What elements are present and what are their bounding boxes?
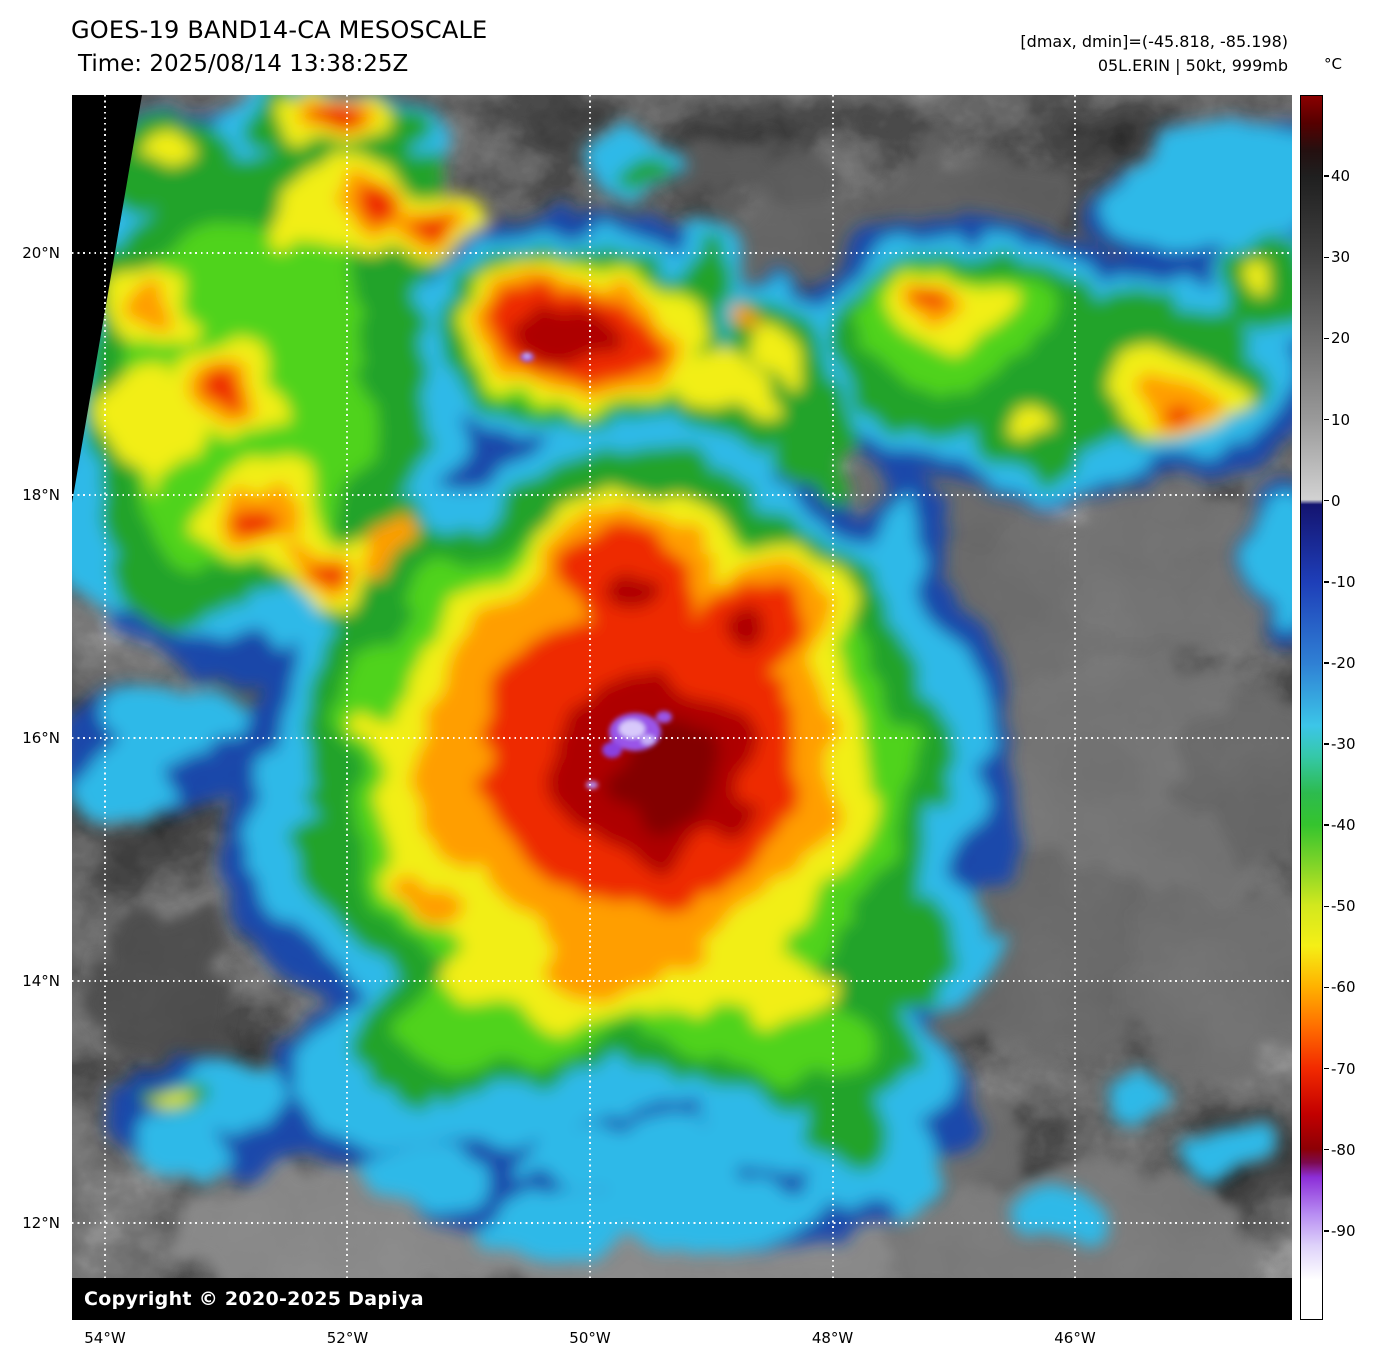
dmax-dmin-annotation: [dmax, dmin]=(-45.818, -85.198): [1020, 32, 1288, 51]
bottom-black-strip: [72, 1278, 1292, 1320]
lat-axis-label: 16°N: [22, 729, 60, 747]
colorbar-tick-label: 10: [1331, 410, 1351, 429]
colorbar-tick-label: -50: [1331, 897, 1356, 916]
colorbar-tick-label: 40: [1331, 167, 1351, 186]
satellite-map: Copyright © 2020-2025 Dapiya: [72, 95, 1292, 1320]
colorbar-tick-mark: [1324, 662, 1329, 664]
lon-axis-label: 48°W: [811, 1329, 854, 1347]
gridline-lat: [72, 979, 1292, 982]
colorbar-tick-label: 20: [1331, 329, 1351, 348]
lat-axis-label: 20°N: [22, 244, 60, 263]
plot-title: GOES-19 BAND14-CA MESOSCALE: [71, 16, 488, 44]
gridline-lon: [589, 95, 591, 1320]
gridline-lat: [72, 494, 1292, 497]
copyright-label: Copyright © 2020-2025 Dapiya: [84, 1288, 424, 1310]
colorbar-tick-mark: [1324, 581, 1329, 583]
gridlines-layer: [72, 95, 1292, 1320]
lon-axis-label: 46°W: [1054, 1329, 1096, 1347]
colorbar-tick-label: -70: [1331, 1059, 1356, 1078]
lon-axis-label: 50°W: [569, 1329, 611, 1347]
colorbar-tick-mark: [1324, 743, 1329, 745]
colorbar-unit-label: °C: [1324, 55, 1342, 73]
colorbar-tick-label: -80: [1331, 1140, 1356, 1159]
scan-edge-mask: [72, 95, 142, 503]
annotation-block: [dmax, dmin]=(-45.818, -85.198) 05L.ERIN…: [1020, 30, 1288, 78]
lon-axis: 54°W 52°W 50°W 48°W 46°W: [72, 1329, 1292, 1355]
gridline-lat: [72, 252, 1292, 255]
colorbar-tick-label: -40: [1331, 816, 1356, 835]
gridline-lon: [831, 95, 834, 1320]
colorbar-tick-label: -90: [1331, 1221, 1356, 1240]
plot-time: Time: 2025/08/14 13:38:25Z: [78, 51, 409, 77]
gridline-lon: [1073, 95, 1076, 1320]
gridline-lon: [103, 95, 106, 1320]
colorbar-tick-label: -20: [1331, 653, 1356, 672]
colorbar-tick-mark: [1324, 256, 1329, 259]
storm-info-annotation: 05L.ERIN | 50kt, 999mb: [1097, 56, 1288, 75]
colorbar-tick-mark: [1324, 1230, 1329, 1232]
satellite-image: [72, 95, 1292, 1320]
lat-axis-label: 12°N: [22, 1213, 60, 1232]
lat-axis-label: 14°N: [22, 971, 60, 990]
colorbar-tick-mark: [1324, 824, 1329, 826]
colorbar-tick-label: -10: [1331, 572, 1356, 591]
colorbar-tick-mark: [1324, 1067, 1329, 1070]
gridline-lat: [72, 737, 1292, 739]
lat-axis-label: 18°N: [22, 486, 60, 505]
lon-axis-label: 54°W: [84, 1329, 126, 1347]
colorbar-tick-label: -60: [1331, 978, 1356, 997]
colorbar-tick-mark: [1324, 986, 1329, 989]
colorbar-tick-mark: [1324, 337, 1329, 340]
colorbar-tick-label: -30: [1331, 735, 1356, 753]
colorbar-tick-mark: [1324, 418, 1329, 421]
colorbar-tick-label: 30: [1331, 248, 1351, 267]
colorbar-tick-mark: [1324, 905, 1329, 908]
gridline-lat: [72, 1221, 1292, 1224]
lat-axis: 20°N 18°N 16°N 14°N 12°N: [0, 95, 66, 1320]
colorbar-tick-mark: [1324, 175, 1329, 177]
gridline-lon: [346, 95, 349, 1320]
title-block: GOES-19 BAND14-CA MESOSCALE Time: 2025/0…: [71, 16, 487, 77]
colorbar-tick-mark: [1324, 1148, 1329, 1151]
lon-axis-label: 52°W: [326, 1329, 369, 1347]
colorbar-tick-mark: [1324, 499, 1329, 502]
cold-ring-dark-red: [520, 311, 772, 857]
colorbar: [1300, 95, 1323, 1320]
cold-clouds-layer: [72, 95, 1292, 1259]
colorbar-tick-label: 0: [1331, 491, 1341, 510]
